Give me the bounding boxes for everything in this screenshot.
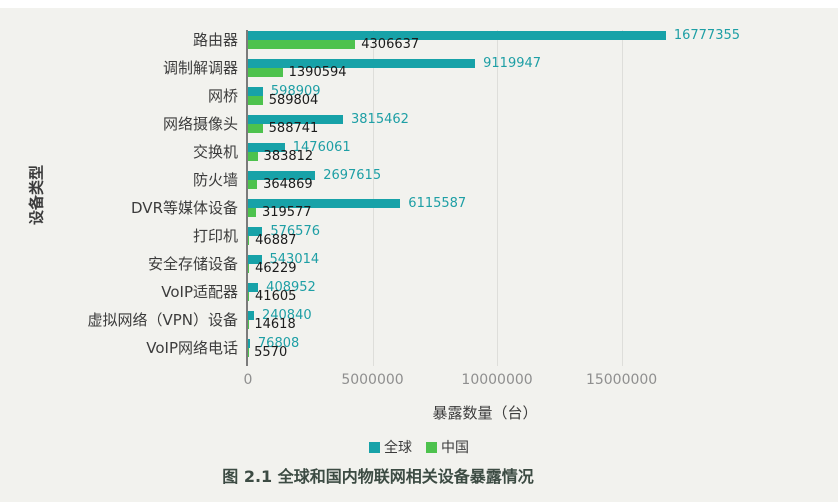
- global-value-label: 1476061: [292, 140, 351, 155]
- bar-row: 打印机 576576 46887: [193, 224, 776, 254]
- bar-row: 防火墙 2697615 364869: [193, 168, 776, 198]
- global-value-label: 3815462: [351, 112, 409, 127]
- bar-row: VoIP网络电话 76808 5570: [146, 336, 776, 366]
- bar-row: DVR等媒体设备 6115587 319577: [131, 196, 776, 226]
- global-bar: [248, 87, 263, 96]
- x-axis-ticks: 0 5000000 10000000 15000000: [244, 372, 776, 388]
- global-bar: [248, 171, 316, 180]
- global-bar: [248, 311, 254, 320]
- legend-swatch: [426, 441, 437, 453]
- global-bar: [248, 115, 344, 124]
- china-bar: [248, 236, 250, 245]
- global-value-label: 76808: [257, 336, 300, 351]
- china-value-label: 14618: [254, 317, 296, 332]
- y-axis-title: 设备类型: [27, 164, 46, 226]
- global-bar: [248, 31, 666, 40]
- global-value-label: 543014: [269, 252, 320, 267]
- x-axis-title: 暴露数量（台）: [432, 404, 538, 422]
- china-bar: [248, 292, 250, 301]
- bar-row: 虚拟网络（VPN）设备 240840 14618: [87, 308, 776, 338]
- global-value-label: 576576: [270, 224, 320, 239]
- plot-area: 路由器 16777355 4306637 调制解调器 9119947 1390594 网桥 5…: [87, 28, 776, 366]
- china-value-label: 4306637: [361, 37, 420, 52]
- china-value-label: 589804: [268, 93, 319, 108]
- global-value-label: 16777355: [673, 28, 741, 43]
- category-label: 防火墙: [192, 171, 238, 189]
- legend-label: 全球: [384, 440, 412, 456]
- bar-row: 路由器 16777355 4306637: [193, 28, 776, 58]
- gridline: [372, 30, 374, 366]
- global-value-label: 2697615: [323, 168, 382, 183]
- china-value-label: 5570: [254, 345, 288, 360]
- global-bar: [248, 255, 262, 264]
- category-label: 虚拟网络（VPN）设备: [87, 311, 238, 329]
- bar-row: 网络摄像头 3815462 588741: [163, 112, 776, 142]
- bar-row: 网桥 598909 589804: [208, 84, 776, 114]
- china-value-label: 1390594: [288, 65, 347, 80]
- china-bar: [248, 40, 356, 49]
- category-label: 交换机: [192, 143, 238, 161]
- gridline: [621, 30, 623, 366]
- global-value-label: 598909: [270, 84, 321, 99]
- legend-label: 中国: [441, 440, 469, 456]
- global-value-label: 9119947: [483, 56, 542, 71]
- category-label: VoIP适配器: [161, 283, 238, 301]
- global-bar: [248, 227, 263, 236]
- bar-row: 安全存储设备 543014 46229: [148, 252, 776, 282]
- china-bar: [248, 180, 258, 189]
- legend: 全球 中国: [0, 438, 838, 456]
- china-bar: [248, 208, 256, 217]
- legend-item: 中国: [426, 437, 469, 457]
- china-value-label: 46229: [255, 261, 297, 276]
- china-value-label: 319577: [261, 205, 312, 220]
- china-value-label: 383812: [263, 149, 314, 164]
- chart-panel: 设备类型 路由器 16777355 4306637 调制解调器 9119947 13905…: [0, 8, 838, 502]
- y-axis-line: [246, 30, 248, 366]
- china-value-label: 41605: [255, 289, 297, 304]
- x-tick-label: 0: [243, 372, 253, 388]
- gridline: [497, 30, 499, 366]
- global-bar: [248, 199, 401, 208]
- category-label: 调制解调器: [162, 59, 238, 77]
- china-value-label: 46887: [255, 233, 297, 248]
- figure-caption: 图 2.1 全球和国内物联网相关设备暴露情况: [222, 467, 534, 486]
- global-bar: [248, 283, 259, 292]
- bar-row: VoIP适配器 408952 41605: [161, 280, 776, 310]
- global-bar: [248, 59, 476, 68]
- china-bar: [248, 96, 263, 105]
- china-bar: [248, 124, 263, 133]
- china-bar: [248, 68, 283, 77]
- category-label: 网络摄像头: [162, 115, 238, 133]
- x-tick-label: 5000000: [341, 372, 404, 388]
- category-label: 打印机: [192, 227, 238, 245]
- global-value-label: 408952: [266, 280, 316, 295]
- legend-item: 全球: [369, 437, 412, 457]
- bar-row: 调制解调器 9119947 1390594: [163, 56, 776, 86]
- global-bar: [248, 339, 250, 348]
- legend-swatch: [369, 441, 380, 453]
- x-tick-label: 15000000: [585, 372, 658, 388]
- china-value-label: 588741: [268, 121, 319, 136]
- china-bar: [248, 264, 250, 273]
- x-tick-label: 10000000: [461, 372, 533, 388]
- category-label: DVR等媒体设备: [131, 199, 238, 217]
- bar-rows: 路由器 16777355 4306637 调制解调器 9119947 1390594 网桥 5…: [87, 28, 776, 366]
- global-value-label: 240840: [261, 308, 312, 323]
- category-label: 网桥: [207, 87, 238, 105]
- category-label: 路由器: [192, 31, 238, 49]
- china-value-label: 364869: [263, 177, 313, 192]
- category-label: 安全存储设备: [147, 255, 238, 273]
- global-bar: [248, 143, 285, 152]
- global-value-label: 6115587: [408, 196, 467, 211]
- bar-row: 交换机 1476061 383812: [193, 140, 776, 170]
- china-bar: [248, 152, 258, 161]
- category-label: VoIP网络电话: [146, 339, 238, 357]
